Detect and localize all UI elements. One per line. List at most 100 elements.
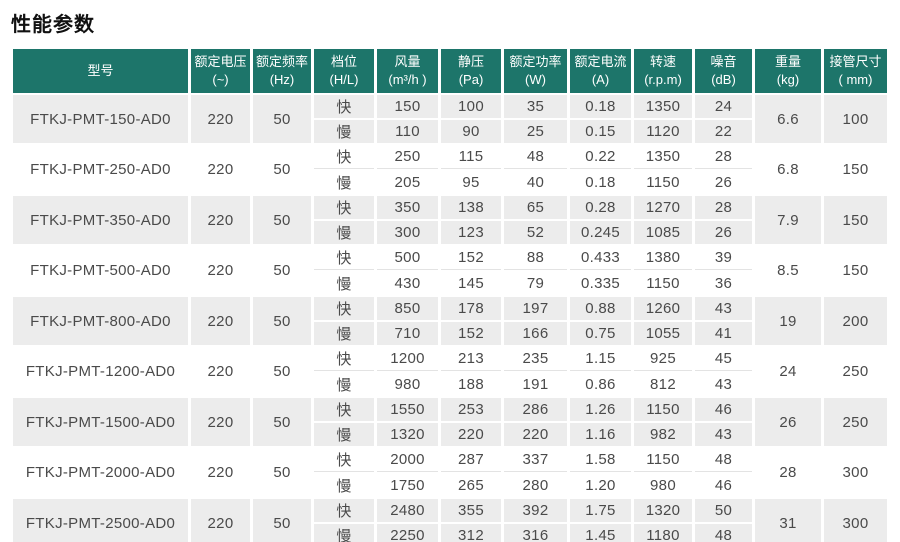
airflow-cell: 1320 xyxy=(377,423,438,446)
rated-power-cell: 235 xyxy=(504,347,567,371)
static-pressure-cell: 138 xyxy=(441,196,501,219)
pipe-size-cell: 150 xyxy=(824,145,887,194)
rated-current-cell: 1.26 xyxy=(570,398,631,421)
gear-cell: 慢 xyxy=(314,120,374,143)
gear-cell: 慢 xyxy=(314,474,374,497)
gear-cell: 快 xyxy=(314,95,374,118)
frequency-cell: 50 xyxy=(253,95,311,143)
airflow-cell: 430 xyxy=(377,272,438,295)
static-pressure-cell: 253 xyxy=(441,398,501,421)
row-fast: FTKJ-PMT-500-AD0 220 50 快 500 152 88 0.433 1380 3… xyxy=(13,246,887,295)
rated-current-cell: 1.16 xyxy=(570,423,631,446)
speed-cell: 1055 xyxy=(634,322,692,345)
static-pressure-cell: 213 xyxy=(441,347,501,371)
model-cell: FTKJ-PMT-350-AD0 xyxy=(13,196,188,244)
gear-cell: 慢 xyxy=(314,322,374,345)
header-row: 型号 额定电压 (~) 额定频率 (Hz) 档位 (H/L) 风量 (m³/h ) 静压 (Pa) 额… xyxy=(13,49,887,93)
airflow-cell: 300 xyxy=(377,221,438,244)
rated-power-cell: 197 xyxy=(504,297,567,320)
pipe-size-cell: 150 xyxy=(824,196,887,244)
noise-cell: 26 xyxy=(695,221,752,244)
static-pressure-cell: 152 xyxy=(441,246,501,270)
col-header-static_pressure: 静压 (Pa) xyxy=(441,49,501,93)
rated-power-cell: 220 xyxy=(504,423,567,446)
voltage-cell: 220 xyxy=(191,145,250,194)
col-header-voltage: 额定电压 (~) xyxy=(191,49,250,93)
airflow-cell: 2250 xyxy=(377,524,438,542)
speed-cell: 1120 xyxy=(634,120,692,143)
rated-current-cell: 0.75 xyxy=(570,322,631,345)
airflow-cell: 850 xyxy=(377,297,438,320)
noise-cell: 28 xyxy=(695,196,752,219)
rated-current-cell: 0.22 xyxy=(570,145,631,169)
static-pressure-cell: 123 xyxy=(441,221,501,244)
rated-power-cell: 392 xyxy=(504,499,567,522)
gear-cell: 快 xyxy=(314,499,374,522)
weight-cell: 7.9 xyxy=(755,196,821,244)
col-header-pipe_size: 接管尺寸( mm) xyxy=(824,49,887,93)
speed-cell: 1350 xyxy=(634,95,692,118)
airflow-cell: 500 xyxy=(377,246,438,270)
speed-cell: 980 xyxy=(634,474,692,497)
airflow-cell: 1200 xyxy=(377,347,438,371)
model-group: FTKJ-PMT-350-AD0 220 50 快 350 138 65 0.28 1270 28… xyxy=(13,196,887,244)
noise-cell: 43 xyxy=(695,423,752,446)
model-group: FTKJ-PMT-1200-AD0 220 50 快 1200 213 235 1.15 925… xyxy=(13,347,887,396)
static-pressure-cell: 355 xyxy=(441,499,501,522)
voltage-cell: 220 xyxy=(191,347,250,396)
row-slow: 慢 980 188 191 0.86 812 43 xyxy=(13,373,887,396)
noise-cell: 46 xyxy=(695,398,752,421)
model-cell: FTKJ-PMT-150-AD0 xyxy=(13,95,188,143)
rated-current-cell: 0.245 xyxy=(570,221,631,244)
rated-power-cell: 316 xyxy=(504,524,567,542)
speed-cell: 1260 xyxy=(634,297,692,320)
row-fast: FTKJ-PMT-2000-AD0 220 50 快 2000 287 337 1.58 115… xyxy=(13,448,887,497)
static-pressure-cell: 152 xyxy=(441,322,501,345)
airflow-cell: 1750 xyxy=(377,474,438,497)
noise-cell: 28 xyxy=(695,145,752,169)
speed-cell: 812 xyxy=(634,373,692,396)
col-header-rated_power: 额定功率 (W) xyxy=(504,49,567,93)
airflow-cell: 980 xyxy=(377,373,438,396)
static-pressure-cell: 188 xyxy=(441,373,501,396)
airflow-cell: 110 xyxy=(377,120,438,143)
airflow-cell: 350 xyxy=(377,196,438,219)
noise-cell: 48 xyxy=(695,524,752,542)
model-cell: FTKJ-PMT-1500-AD0 xyxy=(13,398,188,446)
rated-power-cell: 40 xyxy=(504,171,567,194)
rated-power-cell: 48 xyxy=(504,145,567,169)
frequency-cell: 50 xyxy=(253,499,311,542)
noise-cell: 36 xyxy=(695,272,752,295)
row-fast: FTKJ-PMT-1200-AD0 220 50 快 1200 213 235 1.15 925… xyxy=(13,347,887,396)
voltage-cell: 220 xyxy=(191,448,250,497)
rated-current-cell: 1.45 xyxy=(570,524,631,542)
col-header-gear: 档位 (H/L) xyxy=(314,49,374,93)
col-header-model: 型号 xyxy=(13,49,188,93)
row-slow: 慢 110 90 25 0.15 1120 22 xyxy=(13,120,887,143)
row-fast: FTKJ-PMT-1500-AD0 220 50 快 1550 253 286 1.26 115… xyxy=(13,398,887,446)
noise-cell: 22 xyxy=(695,120,752,143)
gear-cell: 慢 xyxy=(314,221,374,244)
rated-power-cell: 166 xyxy=(504,322,567,345)
gear-cell: 慢 xyxy=(314,272,374,295)
airflow-cell: 710 xyxy=(377,322,438,345)
voltage-cell: 220 xyxy=(191,196,250,244)
row-fast: FTKJ-PMT-150-AD0 220 50 快 150 100 35 0.18 1350 24… xyxy=(13,95,887,143)
voltage-cell: 220 xyxy=(191,297,250,345)
rated-current-cell: 0.335 xyxy=(570,272,631,295)
rated-power-cell: 280 xyxy=(504,474,567,497)
gear-cell: 慢 xyxy=(314,524,374,542)
pipe-size-cell: 150 xyxy=(824,246,887,295)
rated-power-cell: 79 xyxy=(504,272,567,295)
gear-cell: 快 xyxy=(314,347,374,371)
gear-cell: 慢 xyxy=(314,423,374,446)
model-group: FTKJ-PMT-2500-AD0 220 50 快 2480 355 392 1.75 132… xyxy=(13,499,887,542)
static-pressure-cell: 178 xyxy=(441,297,501,320)
speed-cell: 1150 xyxy=(634,272,692,295)
rated-current-cell: 0.18 xyxy=(570,171,631,194)
airflow-cell: 250 xyxy=(377,145,438,169)
speed-cell: 1320 xyxy=(634,499,692,522)
static-pressure-cell: 100 xyxy=(441,95,501,118)
airflow-cell: 1550 xyxy=(377,398,438,421)
